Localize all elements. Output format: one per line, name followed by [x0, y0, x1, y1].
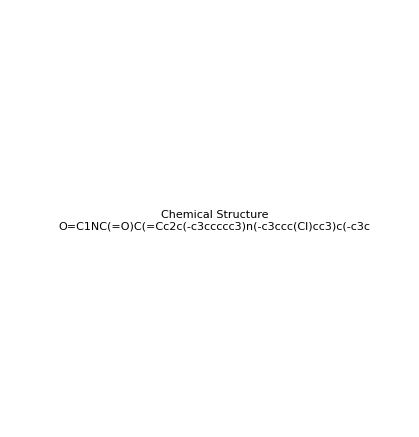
Text: Chemical Structure
O=C1NC(=O)C(=Cc2c(-c3ccccc3)n(-c3ccc(Cl)cc3)c(-c3c: Chemical Structure O=C1NC(=O)C(=Cc2c(-c3…	[59, 210, 371, 232]
